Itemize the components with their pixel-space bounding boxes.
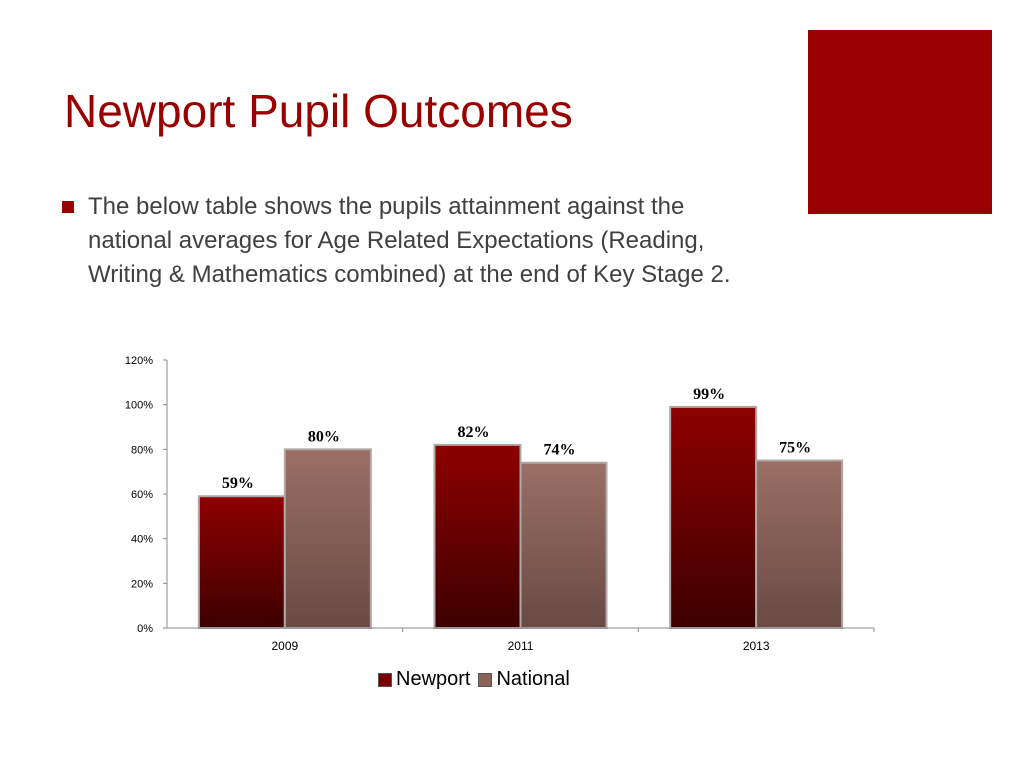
data-label-newport-2009: 59%: [222, 475, 254, 492]
y-tick-label: 20%: [131, 578, 153, 590]
x-tick-label: 2011: [508, 639, 534, 653]
x-tick-label: 2013: [743, 639, 770, 653]
data-label-newport-2011: 82%: [458, 424, 490, 441]
data-label-national-2013: 75%: [779, 440, 811, 457]
legend-swatch-newport: [378, 672, 392, 687]
bar-newport-2011: [433, 443, 522, 629]
chart-legend: Newport National: [378, 668, 578, 691]
y-tick-label: 60%: [131, 489, 153, 501]
legend-item-newport: Newport: [378, 668, 470, 691]
bar-newport-2013: [669, 405, 758, 630]
bar-national-2013: [755, 459, 844, 629]
page-title: Newport Pupil Outcomes: [64, 85, 573, 137]
legend-item-national: National: [478, 668, 570, 691]
data-label-newport-2013: 99%: [693, 386, 725, 403]
y-tick-label: 40%: [131, 534, 153, 546]
legend-label-newport: Newport: [396, 668, 471, 690]
bar-national-2011: [519, 461, 608, 629]
y-tick-label: 100%: [125, 400, 153, 412]
bullet-item: The below table shows the pupils attainm…: [62, 190, 762, 292]
y-tick-label: 120%: [125, 355, 153, 367]
bullet-text: The below table shows the pupils attainm…: [88, 193, 731, 288]
accent-block: [808, 30, 992, 214]
data-label-national-2011: 74%: [544, 442, 576, 459]
data-label-national-2009: 80%: [308, 428, 340, 445]
y-tick-label: 0%: [137, 623, 153, 635]
legend-label-national: National: [496, 668, 570, 690]
legend-swatch-national: [478, 672, 493, 687]
bar-national-2009: [283, 448, 372, 630]
x-tick-label: 2009: [271, 639, 298, 653]
bar-newport-2009: [197, 495, 286, 629]
bar-chart: 0% 20% 40% 60% 80% 100% 120% 59% 80% 82% 74% 99% 75…: [125, 355, 875, 653]
y-tick-label: 80%: [131, 444, 153, 456]
bullet-square-icon: [62, 201, 74, 213]
